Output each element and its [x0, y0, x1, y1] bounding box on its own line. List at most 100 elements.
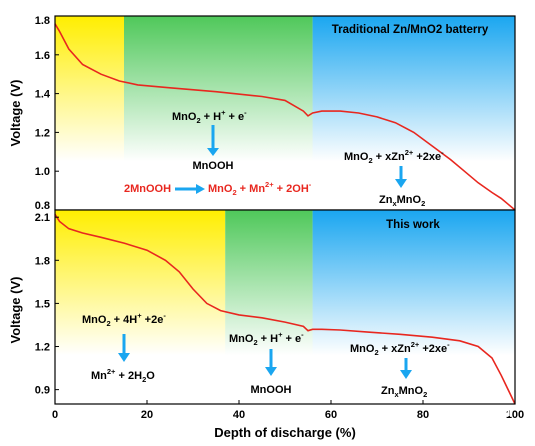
top-y-tick-label: 1.4 — [35, 89, 51, 101]
bot-eq2-sup2: - — [301, 330, 304, 339]
top-title-text: Traditional Zn/MnO2 batterry — [332, 24, 489, 36]
bot-eq3-prod-a: Zn — [381, 385, 395, 397]
top-eq2-lhs: 2MnOOH — [124, 183, 171, 195]
top-eq3-sup1: 2+ — [405, 148, 414, 157]
bot-eq1-prod-a: Mn — [91, 370, 107, 382]
bottom-region-1 — [225, 210, 313, 356]
top-eq3-sup2: - — [441, 148, 444, 157]
top-panel: 0.8 1.0 1.2 1.4 1.6 1.8 Voltage (V) Tradition… — [8, 15, 516, 212]
bot-eq3-sup1: 2+ — [411, 340, 420, 349]
x-tick-label: 20 — [141, 409, 153, 421]
top-eq2-sup1: 2+ — [265, 180, 274, 189]
top-discharge-curve — [54, 23, 516, 211]
top-eq3: MnO2 + xZn2+ +2xe- — [344, 148, 444, 165]
bot-eq2-arrowhead — [265, 367, 277, 376]
top-region-2 — [312, 16, 515, 162]
top-eq1-b: + H — [201, 111, 222, 123]
bot-eq2-sup1: + — [278, 330, 283, 339]
top-eq3-sub: 2 — [368, 156, 372, 165]
x-tick-label: 40 — [233, 409, 245, 421]
top-y-ticks: 0.8 1.0 1.2 1.4 1.6 1.8 — [35, 15, 59, 212]
top-eq3-product: ZnxMnO2 — [379, 194, 425, 208]
top-eq2-rhs-a: MnO — [208, 183, 233, 195]
x-tick-label: 80 — [417, 409, 429, 421]
top-eq1-sup2: - — [244, 108, 247, 117]
top-eq2-sub: 2 — [232, 188, 236, 197]
top-eq3-prod-c: MnO — [397, 194, 422, 206]
top-eq2-rhs-b: + Mn — [237, 183, 266, 195]
bot-eq3-b: + xZn — [379, 343, 411, 355]
bot-eq2-b: + H — [258, 333, 279, 345]
bottom-discharge-curve — [54, 213, 516, 405]
top-panel-title: Traditional Zn/MnO2 batterry — [332, 24, 489, 36]
bottom-frame — [54, 209, 516, 405]
bot-eq1-sup1: + — [137, 311, 142, 320]
bot-eq3-c: +2xe — [419, 343, 447, 355]
bot-eq3-sup2: - — [447, 340, 450, 349]
top-eq1-arrowhead — [207, 148, 219, 156]
bottom-panel: 0.9 1.2 1.5 1.8 2.1 0 20 40 60 80 100 Voltage (V)… — [8, 209, 524, 440]
bot-eq2-c: + e — [283, 333, 302, 345]
top-eq2-arrowhead — [196, 184, 205, 194]
bot-eq1-sub: 2 — [106, 319, 110, 328]
top-eq3-prod-sub2: 2 — [421, 199, 425, 208]
top-y-axis-label: Voltage (V) — [8, 80, 23, 147]
x-tick-label: 0 — [52, 409, 58, 421]
bottom-y-axis-label: Voltage (V) — [8, 277, 23, 344]
bottom-panel-title: This work — [386, 219, 440, 231]
bot-eq1-prod-sup: 2+ — [107, 367, 116, 376]
x-tick-label: 60 — [325, 409, 337, 421]
top-eq3-b: + xZn — [373, 151, 405, 163]
top-region-0 — [55, 16, 124, 162]
bot-eq2-a: MnO — [229, 333, 254, 345]
top-eq2-sup2: - — [309, 180, 312, 189]
bot-eq3-product: ZnxMnO2 — [381, 385, 427, 399]
bot-eq1-c: +2e — [142, 314, 164, 326]
watermark: ybx8.cn — [466, 405, 511, 419]
bot-eq3-arrowhead — [400, 370, 412, 379]
top-eq1-a: MnO — [172, 111, 197, 123]
bot-eq3-sub: 2 — [374, 348, 378, 357]
top-eq3-arrowhead — [395, 179, 407, 188]
bottom-y-ticks: 0.9 1.2 1.5 1.8 2.1 — [35, 212, 59, 397]
bot-eq2: MnO2 + H+ + e- — [229, 330, 304, 347]
top-eq1-sub: 2 — [196, 116, 200, 125]
top-y-tick-label: 1.2 — [35, 127, 50, 139]
bot-eq3: MnO2 + xZn2+ +2xe- — [350, 340, 450, 357]
bot-eq1-b: + 4H — [111, 314, 138, 326]
top-eq2-rhs: MnO2 + Mn2+ + 2OH- — [208, 180, 312, 197]
bottom-y-tick-label: 1.5 — [35, 298, 50, 310]
bot-eq1: MnO2 + 4H+ +2e- — [82, 311, 166, 328]
bot-eq1-prod-b: + 2H — [115, 370, 142, 382]
top-region-1 — [124, 16, 313, 162]
bot-eq3-prod-c: MnO — [399, 385, 424, 397]
top-regions — [55, 16, 515, 162]
bottom-x-ticks: 0 20 40 60 80 100 — [52, 400, 524, 421]
bot-eq1-arrowhead — [118, 353, 130, 362]
top-eq3-prod-a: Zn — [379, 194, 393, 206]
bot-eq1-sup2: - — [163, 311, 166, 320]
bot-eq1-prod-c: O — [146, 370, 155, 382]
top-y-tick-label: 1.8 — [35, 15, 50, 27]
bottom-y-tick-label: 2.1 — [35, 212, 50, 224]
top-eq3-a: MnO — [344, 151, 369, 163]
bot-eq1-prod-sub: 2 — [142, 375, 146, 384]
x-axis-label: Depth of discharge (%) — [214, 425, 356, 440]
top-y-tick-label: 0.8 — [35, 200, 50, 212]
bot-eq3-prod-sub2: 2 — [423, 390, 427, 399]
bot-eq2-product: MnOOH — [251, 384, 292, 396]
bottom-region-0 — [55, 210, 226, 356]
top-eq1: MnO2 + H+ + e- — [172, 108, 247, 125]
top-y-tick-label: 1.0 — [35, 166, 50, 178]
bot-eq1-a: MnO — [82, 314, 107, 326]
bottom-y-tick-label: 0.9 — [35, 385, 50, 397]
bot-eq3-prod-sub: x — [394, 390, 399, 399]
x-tick-label: 100 — [506, 409, 524, 421]
top-eq3-c: +2xe — [413, 151, 441, 163]
bottom-y-tick-label: 1.8 — [35, 255, 50, 267]
bottom-y-tick-label: 1.2 — [35, 342, 50, 354]
top-eq1-c: + e — [226, 111, 245, 123]
top-eq1-product: MnOOH — [193, 160, 234, 172]
bot-eq2-sub: 2 — [253, 338, 257, 347]
